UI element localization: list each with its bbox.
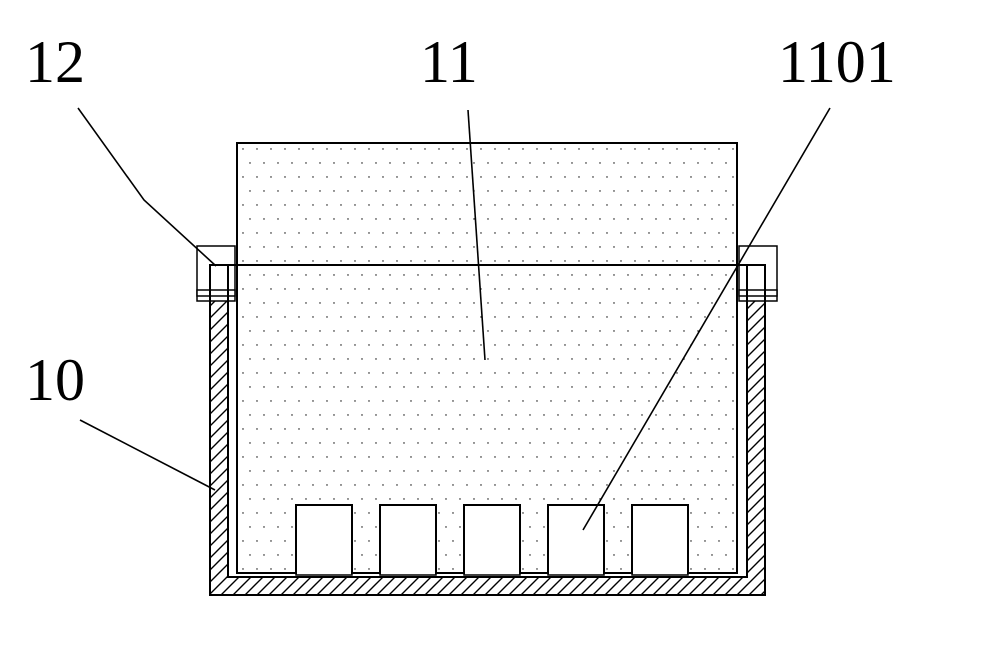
slot: [296, 505, 352, 575]
leader-l12: [78, 108, 216, 266]
diagram-svg: 12 11 1101 10: [0, 0, 993, 647]
leader-l10: [80, 420, 215, 490]
slot: [548, 505, 604, 575]
clip-left-lip: [197, 290, 235, 296]
label-l10: 10: [25, 347, 85, 413]
label-l12: 12: [25, 29, 85, 95]
diagram-layer: 12 11 1101 10: [25, 29, 896, 595]
label-l1101: 1101: [778, 29, 896, 95]
clip-right-lip: [739, 290, 777, 296]
label-l11: 11: [420, 29, 478, 95]
slot: [380, 505, 436, 575]
slot: [464, 505, 520, 575]
slot: [632, 505, 688, 575]
